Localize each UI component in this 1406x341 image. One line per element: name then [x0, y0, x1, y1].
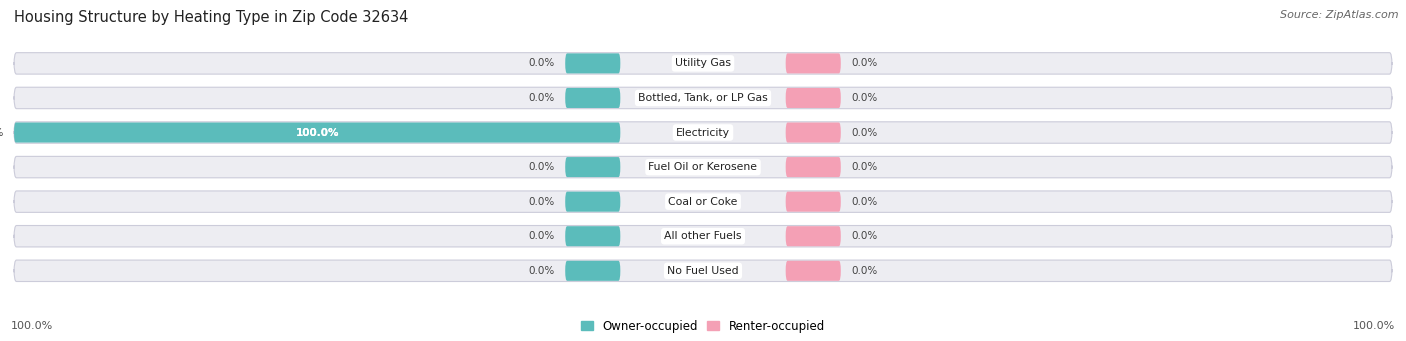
FancyBboxPatch shape — [786, 192, 841, 212]
Text: Bottled, Tank, or LP Gas: Bottled, Tank, or LP Gas — [638, 93, 768, 103]
FancyBboxPatch shape — [14, 122, 620, 143]
FancyBboxPatch shape — [565, 157, 620, 177]
Text: Utility Gas: Utility Gas — [675, 58, 731, 69]
Text: 100.0%: 100.0% — [0, 128, 4, 137]
Text: All other Fuels: All other Fuels — [664, 231, 742, 241]
Text: 0.0%: 0.0% — [529, 197, 555, 207]
FancyBboxPatch shape — [786, 53, 841, 73]
Text: Electricity: Electricity — [676, 128, 730, 137]
Text: 0.0%: 0.0% — [529, 266, 555, 276]
FancyBboxPatch shape — [786, 122, 841, 143]
Text: No Fuel Used: No Fuel Used — [668, 266, 738, 276]
Text: 0.0%: 0.0% — [851, 231, 877, 241]
FancyBboxPatch shape — [14, 260, 1392, 282]
Text: 0.0%: 0.0% — [529, 93, 555, 103]
Text: 100.0%: 100.0% — [11, 321, 53, 331]
FancyBboxPatch shape — [14, 157, 1392, 178]
FancyBboxPatch shape — [565, 53, 620, 73]
Text: 100.0%: 100.0% — [295, 128, 339, 137]
Text: 0.0%: 0.0% — [851, 93, 877, 103]
FancyBboxPatch shape — [786, 157, 841, 177]
Text: 0.0%: 0.0% — [529, 162, 555, 172]
Text: Housing Structure by Heating Type in Zip Code 32634: Housing Structure by Heating Type in Zip… — [14, 10, 408, 25]
FancyBboxPatch shape — [14, 225, 1392, 247]
FancyBboxPatch shape — [565, 261, 620, 281]
Text: 0.0%: 0.0% — [529, 231, 555, 241]
Text: Source: ZipAtlas.com: Source: ZipAtlas.com — [1281, 10, 1399, 20]
Text: 0.0%: 0.0% — [529, 58, 555, 69]
Text: 0.0%: 0.0% — [851, 266, 877, 276]
FancyBboxPatch shape — [786, 261, 841, 281]
Text: 0.0%: 0.0% — [851, 162, 877, 172]
FancyBboxPatch shape — [14, 87, 1392, 109]
Text: 0.0%: 0.0% — [851, 128, 877, 137]
FancyBboxPatch shape — [786, 226, 841, 246]
FancyBboxPatch shape — [565, 226, 620, 246]
Text: 100.0%: 100.0% — [1353, 321, 1395, 331]
Text: Fuel Oil or Kerosene: Fuel Oil or Kerosene — [648, 162, 758, 172]
FancyBboxPatch shape — [565, 192, 620, 212]
Text: Coal or Coke: Coal or Coke — [668, 197, 738, 207]
Text: 0.0%: 0.0% — [851, 197, 877, 207]
FancyBboxPatch shape — [786, 88, 841, 108]
Legend: Owner-occupied, Renter-occupied: Owner-occupied, Renter-occupied — [581, 320, 825, 333]
FancyBboxPatch shape — [14, 122, 1392, 143]
Text: 0.0%: 0.0% — [851, 58, 877, 69]
FancyBboxPatch shape — [14, 191, 1392, 212]
Text: 100.0%: 100.0% — [295, 128, 339, 137]
FancyBboxPatch shape — [14, 53, 1392, 74]
FancyBboxPatch shape — [565, 88, 620, 108]
